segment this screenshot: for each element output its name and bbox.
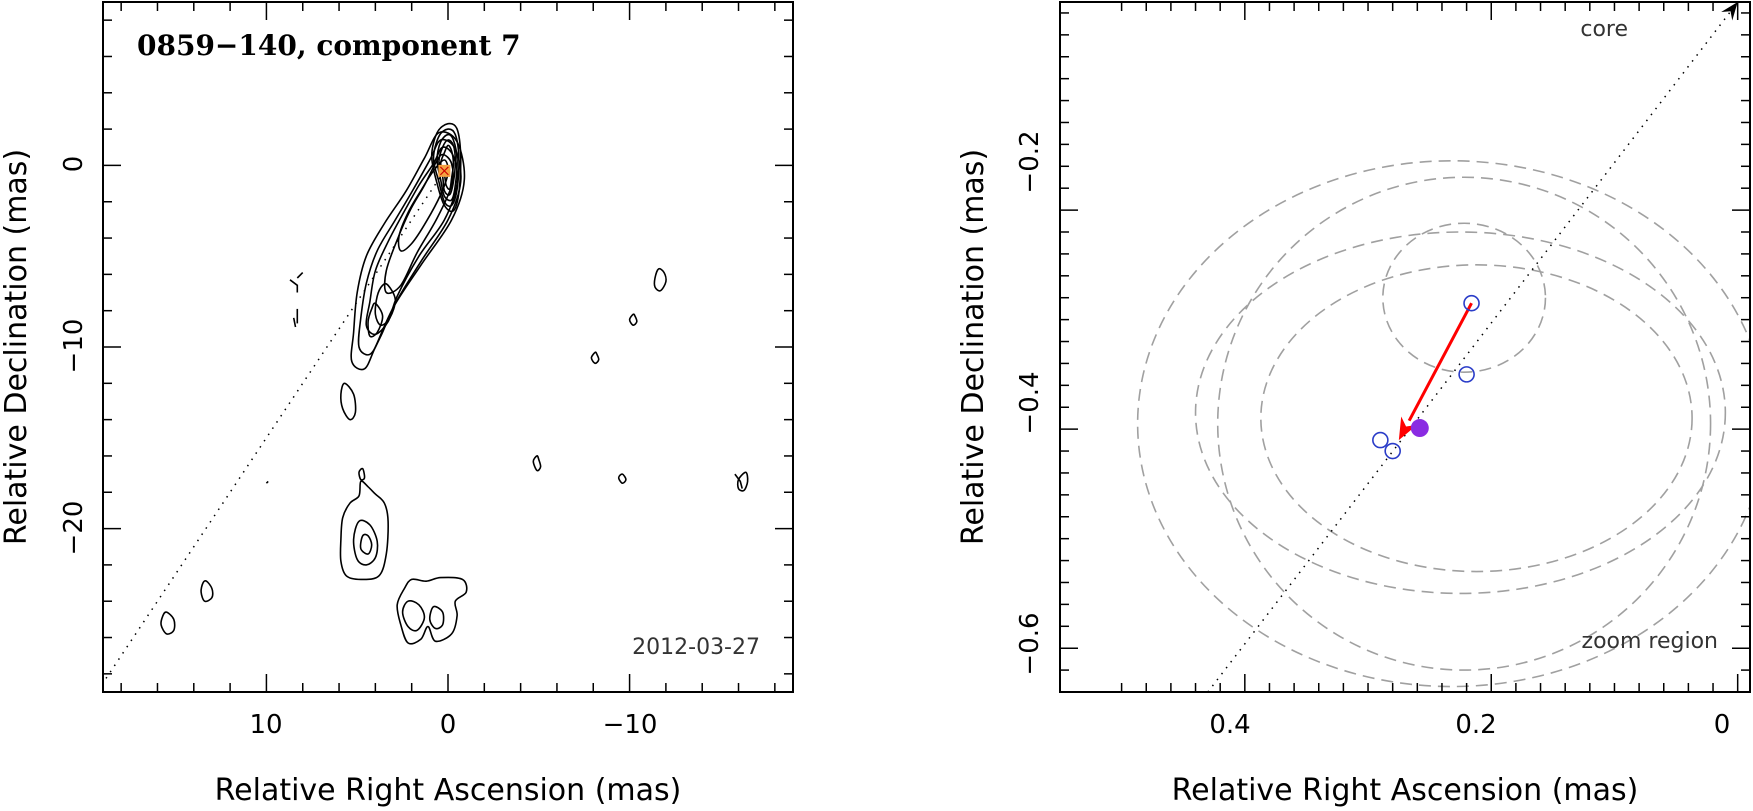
core-contour-3 [438,139,457,196]
blob-contour-5 [396,576,468,645]
core-contour-2 [436,133,458,202]
jet-contour-6 [367,302,384,338]
position-point-3 [1384,442,1401,460]
position-point-2 [1372,431,1389,449]
left-frame [102,1,794,693]
left-x-tick-label-10: 10 [249,710,282,740]
left-x-tick-label-0: 0 [440,710,457,740]
right-plot-area [1136,9,1750,692]
motion-arrow-shaft [1407,302,1473,422]
blob-contour-7 [428,605,445,630]
blob-contour-1 [339,480,389,581]
right-x-axis-label: Relative Right Ascension (mas) [1172,773,1639,808]
blob-contour-11 [628,313,638,327]
left-y-tick-label-0: 0 [59,156,89,173]
right-frame [1059,1,1751,693]
uncertainty-ellipse-3 [1260,264,1693,573]
blob-contour-2 [352,519,379,566]
core-contour-4 [439,144,455,191]
right-y-tick-label-minus0-4: −0.4 [1015,371,1045,434]
left-x-axis-label: Relative Right Ascension (mas) [215,773,682,808]
right-y-tick-label-minus0-2: −0.2 [1015,130,1045,193]
core-contour-0 [430,122,462,213]
left-plot-area [103,122,749,684]
right-x-tick-label-0: 0 [1714,710,1731,740]
jet-contour-2 [365,146,459,336]
core-direction-arrowhead [1721,2,1738,21]
blob-contour-14 [617,473,627,485]
right-x-tick-label-0-4: 0.4 [1209,710,1250,740]
mean-position-point [1410,419,1429,438]
uncertainty-ellipse-1 [1136,160,1750,688]
right-core-label: core [1580,17,1628,42]
jet-contour-0 [350,131,466,371]
left-y-tick-label-minus10: −10 [59,319,89,374]
blob-contour-9 [200,580,214,603]
right-y-axis-label: Relative Declination (mas) [956,149,991,545]
right-x-tick-label-0-2: 0.2 [1455,710,1496,740]
left-x-tick-label-minus10: −10 [603,710,658,740]
right-jet-axis-line [1207,9,1733,692]
right-zoom-region-label: zoom region [1582,629,1718,654]
open-contour-3 [292,317,297,328]
left-epoch-label: 2012-03-27 [632,635,760,660]
open-contour-0 [289,279,299,293]
blob-contour-4 [358,467,366,481]
right-y-tick-label-minus0-6: −0.6 [1015,612,1045,675]
left-axis-ticks [103,2,793,692]
left-y-tick-label-minus20: −20 [59,501,89,556]
open-contour-5 [734,473,743,489]
jet-contour-1 [357,138,462,356]
position-point-0 [1463,294,1480,312]
blob-contour-6 [401,600,426,632]
left-jet-axis-line [103,165,449,684]
left-panel: 0859−140, component 7 2012-03-27 10 0 −1… [0,1,794,808]
position-point-1 [1458,366,1475,383]
blob-contour-8 [160,611,176,635]
blob-contour-13 [532,455,542,472]
jet-contour-5 [374,282,397,327]
uncertainty-ellipse-0 [1216,176,1712,671]
blob-contour-12 [590,351,600,365]
uncertainty-ellipse-2 [1194,231,1727,595]
left-title: 0859−140, component 7 [137,29,521,62]
open-contour-4 [265,480,269,484]
right-panel: core zoom region 0.4 0.2 0 −0.6 −0.4 −0.… [956,1,1751,808]
core-contour-1 [432,128,460,208]
uncertainty-ellipse-4 [1382,222,1547,373]
right-axis-ticks [1060,2,1750,692]
blob-contour-10 [653,267,667,292]
open-contour-1 [296,272,304,279]
left-y-axis-label: Relative Declination (mas) [0,149,34,545]
motion-arrowhead [1398,416,1418,441]
component-marker-cross [439,166,449,176]
blob-contour-3 [359,533,373,555]
blob-contour-0 [340,382,357,421]
